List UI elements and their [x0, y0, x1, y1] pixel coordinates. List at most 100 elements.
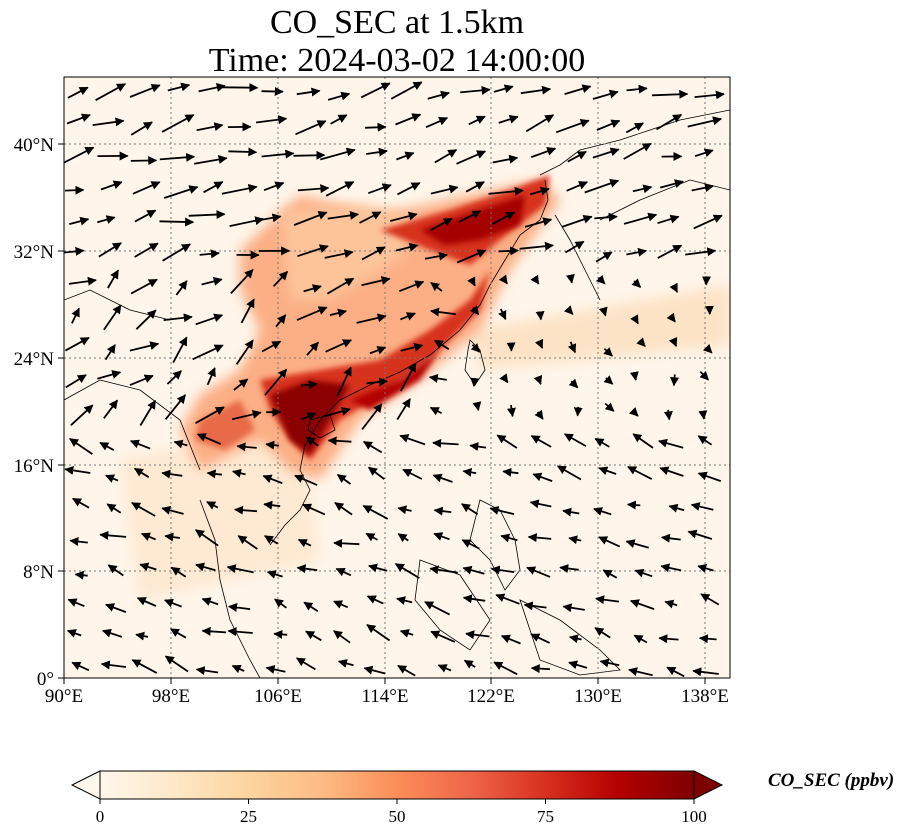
wind-arrow — [520, 85, 552, 95]
wind-arrow — [437, 664, 452, 673]
colorbar-tick-label: 75 — [537, 807, 554, 826]
wind-arrow — [562, 603, 585, 613]
wind-arrow — [361, 403, 383, 430]
wind-arrow — [660, 533, 681, 543]
wind-arrow — [329, 308, 347, 318]
wind-arrow — [400, 362, 417, 392]
wind-arrow — [562, 507, 580, 517]
wind-arrow — [396, 151, 415, 161]
wind-arrow — [64, 336, 90, 352]
wind-arrow — [603, 347, 613, 357]
wind-arrow — [367, 183, 392, 195]
wind-arrow — [595, 251, 613, 263]
x-tick-label: 130°E — [574, 686, 622, 707]
wind-arrow — [170, 566, 187, 578]
wind-arrow — [625, 539, 649, 549]
wind-arrow — [129, 374, 154, 386]
wind-arrow — [506, 404, 516, 418]
wind-arrow — [69, 216, 90, 226]
wind-arrow — [206, 367, 216, 386]
colorbar: 0 25 50 75 100 — [70, 770, 724, 826]
wind-arrow — [469, 305, 480, 316]
wind-arrow — [99, 441, 115, 451]
wind-arrow — [302, 503, 326, 516]
wind-arrow — [563, 433, 587, 447]
wind-arrow — [136, 597, 157, 607]
wind-arrow — [603, 375, 614, 385]
wind-arrow — [694, 90, 725, 100]
wind-arrow — [463, 659, 476, 669]
wind-arrow — [134, 209, 157, 223]
wind-arrow — [362, 440, 383, 454]
wind-arrow — [297, 184, 330, 194]
wind-arrow — [366, 377, 389, 387]
gridlines — [64, 77, 730, 678]
wind-arrow — [231, 409, 262, 421]
wind-arrow — [434, 149, 458, 164]
x-tick-label: 114°E — [362, 686, 409, 707]
wind-arrow — [195, 406, 225, 424]
colorbar-tick-label: 25 — [240, 807, 257, 826]
wind-arrow — [424, 251, 448, 261]
wind-arrow — [465, 181, 485, 193]
wind-arrow — [366, 624, 391, 642]
wind-arrow — [74, 570, 88, 580]
wind-arrow — [237, 535, 258, 550]
wind-arrow — [265, 440, 280, 450]
wind-arrow — [192, 344, 224, 361]
wind-arrow — [95, 83, 126, 101]
wind-arrow — [568, 660, 588, 670]
wind-arrow — [456, 249, 487, 264]
wind-arrow — [195, 562, 216, 572]
wind-arrow — [668, 336, 678, 348]
wind-arrow — [228, 147, 258, 157]
wind-arrow — [498, 274, 508, 285]
wind-arrow — [163, 185, 199, 199]
wind-arrow — [496, 434, 518, 449]
wind-arrow — [201, 626, 227, 636]
wind-arrow — [66, 629, 82, 638]
wind-arrow — [397, 533, 409, 543]
x-tick-label: 98°E — [152, 686, 190, 707]
wind-arrow — [140, 532, 156, 541]
wind-arrow — [462, 594, 486, 604]
wind-arrow — [68, 276, 97, 286]
wind-arrow — [99, 530, 127, 540]
wind-arrow — [64, 185, 85, 195]
wind-arrow — [64, 465, 91, 475]
wind-arrow — [366, 595, 384, 605]
wind-arrow — [461, 539, 480, 550]
wind-arrow — [324, 249, 354, 259]
wind-arrow — [658, 634, 679, 644]
wind-arrow — [564, 84, 592, 95]
wind-arrow — [175, 280, 188, 296]
wind-arrow — [64, 246, 85, 256]
wind-arrow — [228, 603, 251, 612]
wind-arrow — [105, 603, 127, 613]
wind-arrow — [195, 666, 219, 676]
wind-arrow — [627, 466, 653, 480]
wind-arrow — [698, 410, 708, 420]
wind-arrow — [196, 433, 222, 445]
wind-arrow — [396, 182, 421, 196]
wind-arrow — [305, 436, 319, 447]
wind-arrow — [198, 83, 226, 93]
wind-arrow — [133, 467, 150, 478]
wind-arrow — [273, 629, 288, 639]
wind-arrow — [493, 661, 518, 676]
wind-arrow — [500, 634, 521, 645]
wind-arrow — [626, 84, 648, 94]
wind-arrow — [336, 366, 352, 397]
wind-arrow — [199, 249, 220, 259]
wind-arrow — [687, 116, 722, 128]
wind-arrow — [130, 121, 153, 136]
wind-arrow — [666, 312, 676, 323]
colorbar-tick-label: 50 — [389, 807, 406, 826]
wind-arrow — [498, 246, 520, 256]
wind-arrow — [532, 472, 553, 482]
wind-arrow — [402, 468, 423, 480]
wind-arrow — [395, 113, 422, 126]
wind-arrow — [668, 503, 685, 513]
wind-arrow — [359, 211, 382, 224]
wind-arrow — [632, 433, 654, 449]
